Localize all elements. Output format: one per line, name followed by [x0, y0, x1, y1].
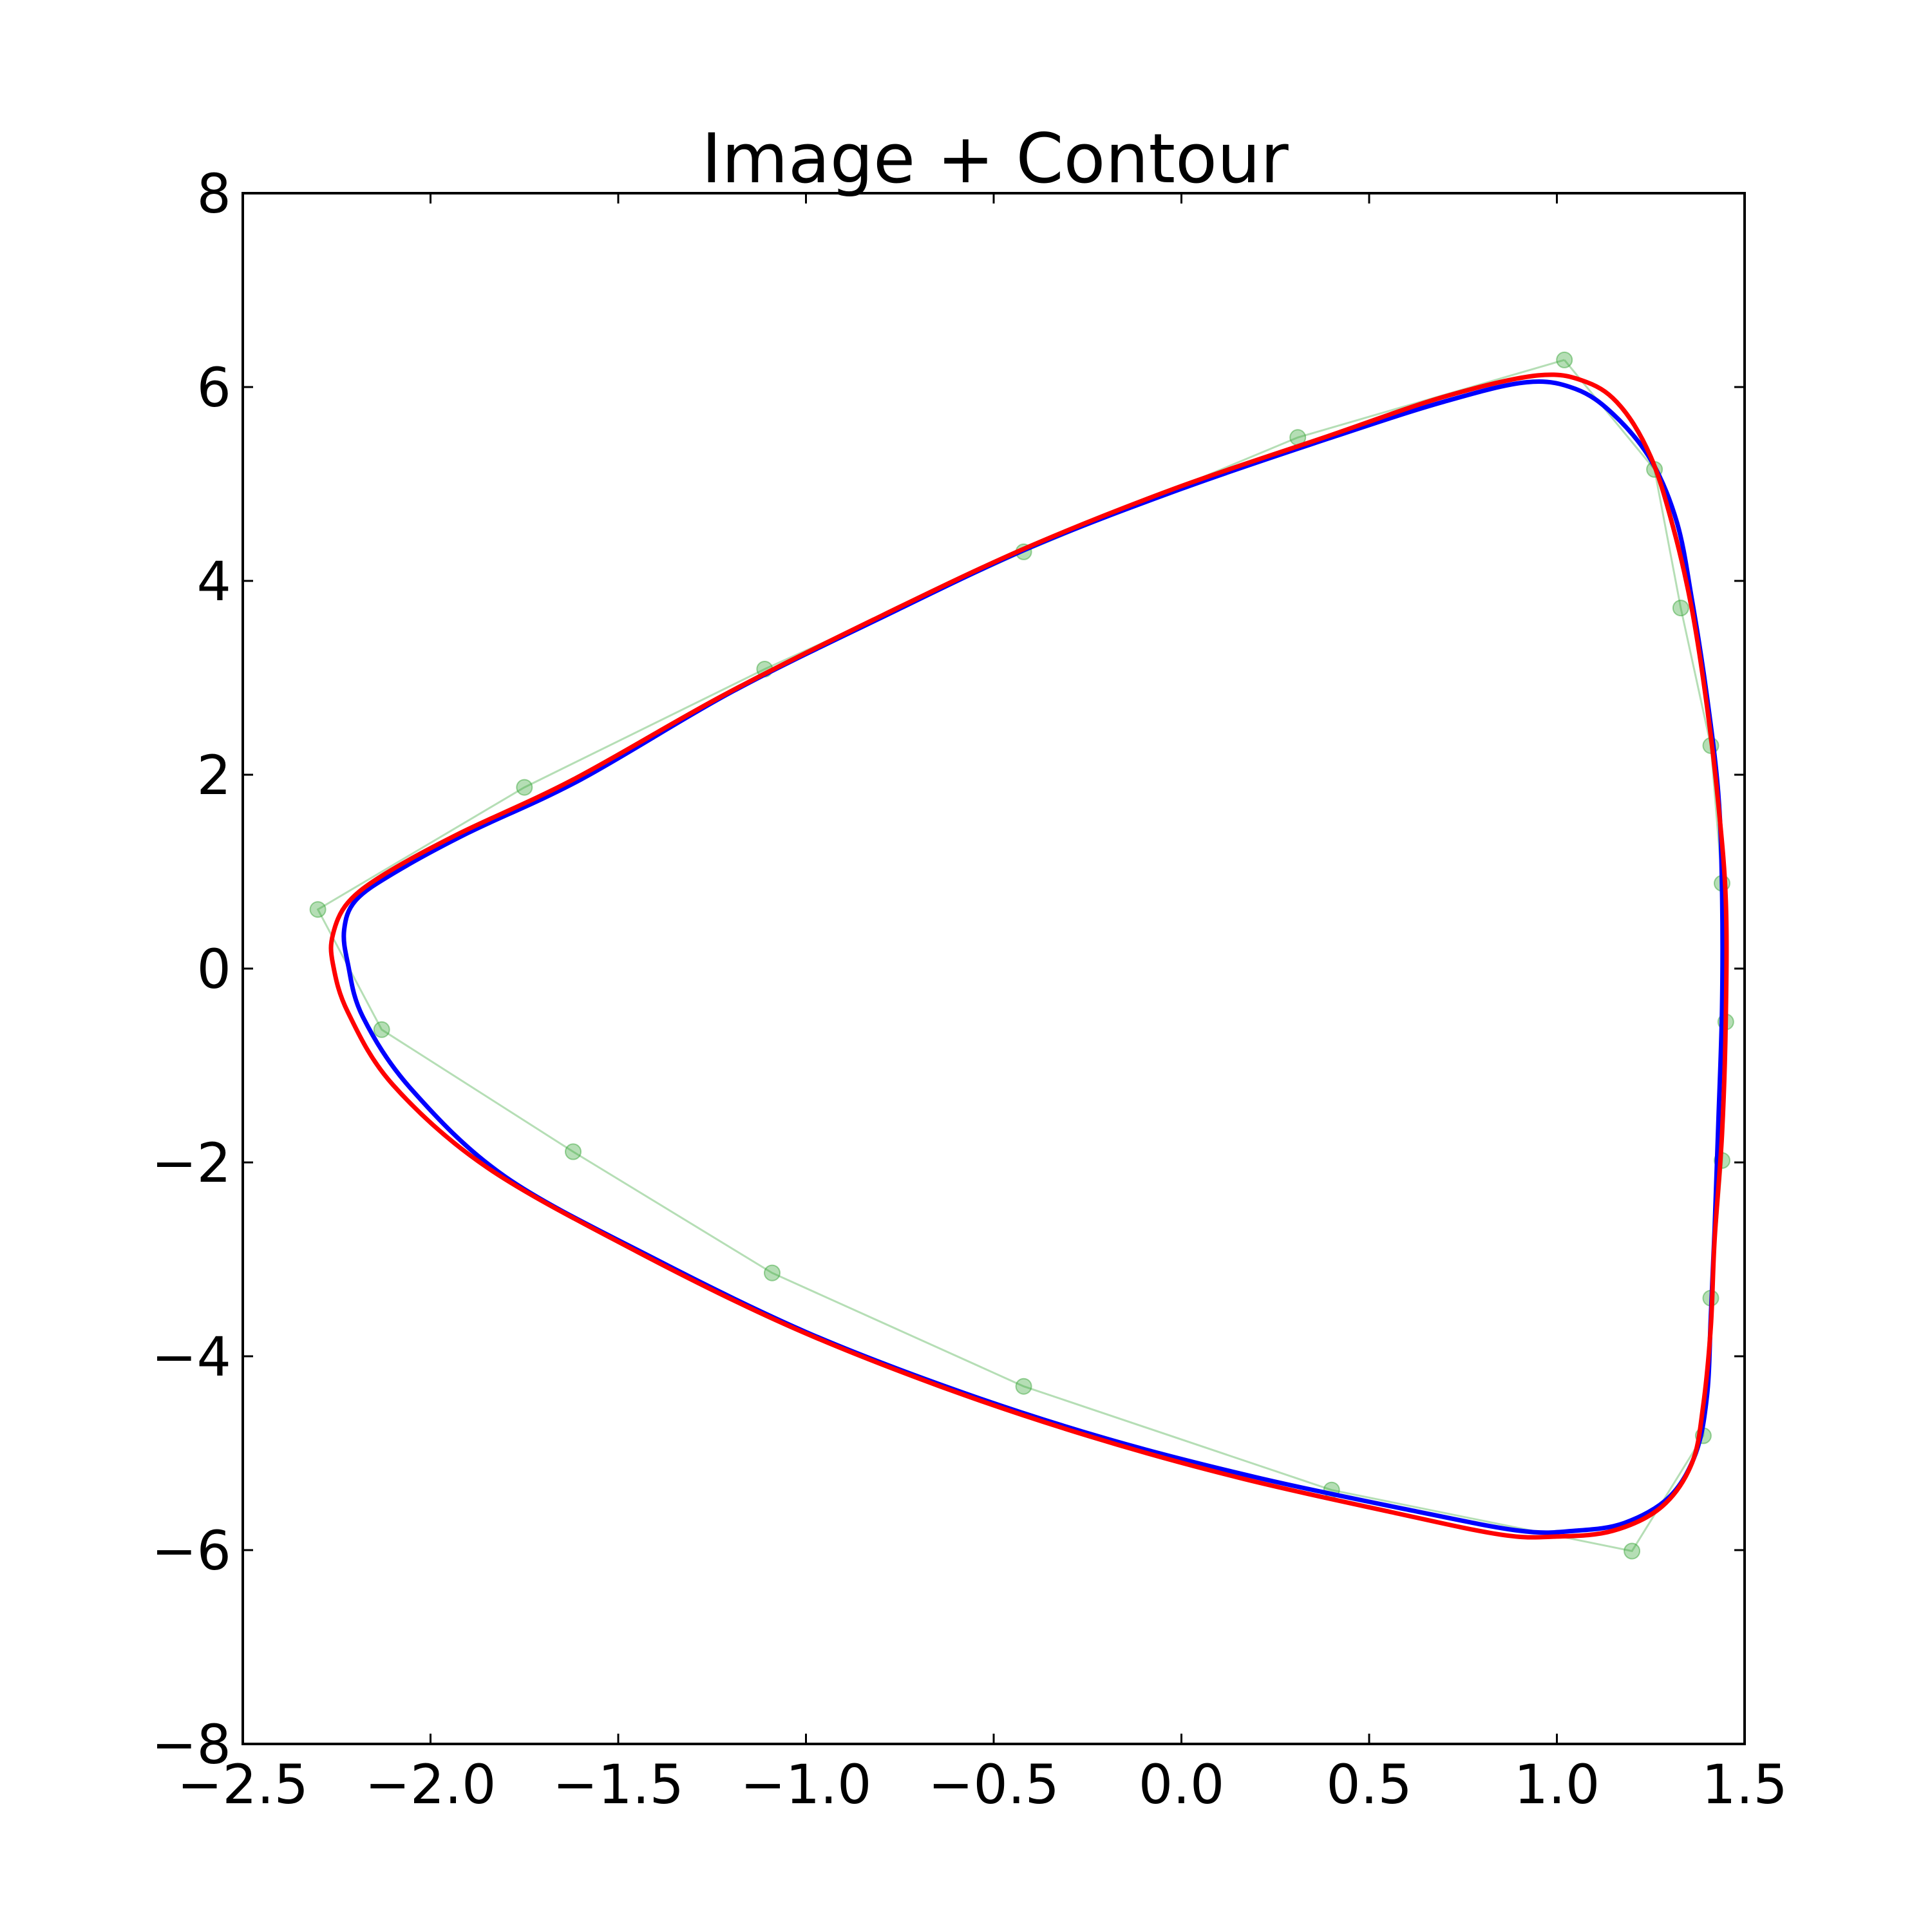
- x-tick-label-3: −1.0: [741, 1753, 872, 1816]
- y-tick-label-8: −8: [151, 1713, 231, 1776]
- x-tick-label-8: 1.5: [1701, 1753, 1788, 1816]
- series-0-point-16: [516, 779, 533, 796]
- x-tick-label-7: 1.0: [1514, 1753, 1600, 1816]
- series-0-point-2: [1672, 600, 1689, 617]
- y-tick-label-2: 4: [197, 550, 231, 613]
- tick-layer: −2.5 −2.0 −1.5 −1.0 −0.5 0.0 0.5 1.0 1.5 8 6 4 2 0 −2 −…: [151, 162, 1788, 1816]
- x-tick-label-1: −2.0: [365, 1753, 497, 1816]
- series-0-line: [316, 359, 1727, 1553]
- y-tick-label-6: −4: [151, 1325, 231, 1388]
- series-0-point-0: [1556, 351, 1573, 368]
- series-0-point-14: [373, 1021, 390, 1038]
- y-tick-label-5: −2: [151, 1132, 231, 1195]
- x-tick-label-6: 0.5: [1326, 1753, 1412, 1816]
- x-tick-label-0: −2.5: [177, 1753, 308, 1816]
- x-tick-label-5: 0.0: [1139, 1753, 1225, 1816]
- y-tick-label-1: 6: [197, 356, 231, 419]
- series-2: [328, 372, 1729, 1540]
- y-tick-label-0: 8: [197, 162, 231, 225]
- series-1: [341, 379, 1725, 1535]
- x-tick-label-4: −0.5: [928, 1753, 1059, 1816]
- series-layer: [309, 351, 1734, 1560]
- x-tick-label-2: −1.5: [553, 1753, 684, 1816]
- series-1-curve: [341, 379, 1725, 1535]
- series-0-point-9: [1624, 1542, 1641, 1560]
- series-0-point-13: [565, 1143, 582, 1160]
- series-0-point-12: [764, 1264, 781, 1282]
- series-2-curve: [328, 372, 1729, 1540]
- y-tick-label-3: 2: [197, 744, 231, 807]
- plot-area-frame: [242, 192, 1746, 1745]
- y-tick-label-4: 0: [197, 938, 231, 1001]
- chart-title: Image + Contour: [701, 119, 1289, 198]
- series-0-point-15: [309, 901, 327, 918]
- y-tick-label-7: −6: [151, 1519, 231, 1582]
- series-0-point-11: [1015, 1378, 1032, 1395]
- series-0: [309, 351, 1734, 1560]
